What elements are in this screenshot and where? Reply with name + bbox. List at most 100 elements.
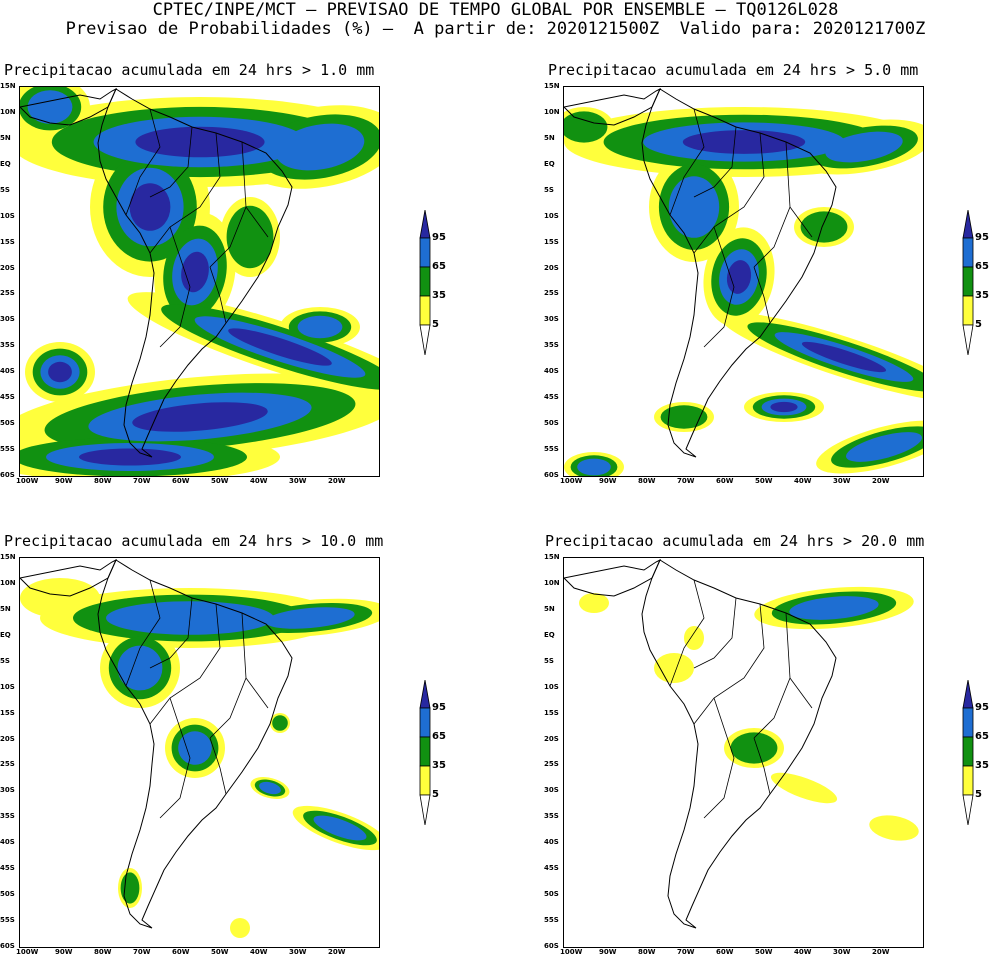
precip-contour [272, 715, 288, 731]
country-border [149, 597, 193, 669]
lon-tick-label: 50W [755, 948, 773, 956]
lat-tick-label: 30S [544, 315, 559, 324]
colorbar-segment [962, 765, 974, 796]
lat-tick-label: 35S [0, 341, 15, 350]
colorbar-segment [419, 237, 431, 268]
lat-tick-label: 15S [544, 237, 559, 246]
country-border [209, 737, 227, 795]
lon-tick-label: 20W [872, 948, 890, 956]
lon-tick-label: 30W [833, 477, 851, 485]
colorbar-label: 65 [432, 261, 446, 272]
colorbar-label: 35 [975, 290, 989, 301]
lat-tick-label: 15S [0, 708, 15, 717]
lon-tick-label: 80W [638, 948, 656, 956]
precip-contour [801, 341, 887, 373]
lon-tick-label: 40W [794, 477, 812, 485]
colorbar-segment [962, 295, 974, 326]
lon-tick-label: 40W [250, 477, 268, 485]
precip-contour [265, 607, 355, 629]
lat-tick-label: 55S [0, 916, 15, 925]
lat-tick-label: 20S [544, 263, 559, 272]
south-america-coastline [641, 559, 837, 929]
lat-tick-label: 30S [0, 315, 15, 324]
lat-tick-label: 5S [0, 185, 10, 194]
lat-tick-label: 40S [544, 367, 559, 376]
precip-contour [800, 211, 848, 243]
lon-tick-label: 70W [133, 948, 151, 956]
country-border [149, 126, 193, 198]
country-border [125, 108, 161, 216]
country-border [753, 141, 791, 268]
colorbar-label: 5 [975, 319, 982, 330]
colorbar-label: 5 [432, 319, 439, 330]
lat-tick-label: 35S [544, 341, 559, 350]
precip-contour [869, 815, 919, 841]
panel-title-2: Precipitacao acumulada em 24 hrs > 5.0 m… [548, 61, 919, 79]
colorbar-segment [419, 794, 431, 825]
lat-tick-label: 50S [544, 419, 559, 428]
precip-map-1 [20, 87, 379, 476]
lat-tick-label: EQ [544, 630, 555, 639]
lon-tick-label: 60W [172, 477, 190, 485]
precip-contour [79, 448, 181, 466]
lat-tick-label: 25S [544, 760, 559, 769]
colorbar-segment [962, 237, 974, 268]
lat-tick-label: 15N [544, 553, 560, 561]
country-border [209, 141, 247, 268]
map-panel-3 [19, 557, 380, 948]
colorbar-svg [962, 210, 974, 355]
precip-contour [178, 731, 212, 765]
colorbar-label: 5 [432, 789, 439, 800]
lat-tick-label: 45S [544, 393, 559, 402]
country-border [669, 108, 705, 216]
colorbar-label: 65 [975, 261, 989, 272]
precip-map-3 [20, 558, 379, 938]
figure-title: CPTEC/INPE/MCT – PREVISAO DE TEMPO GLOBA… [152, 0, 839, 20]
lon-tick-label: 40W [250, 948, 268, 956]
colorbar-label: 65 [432, 731, 446, 742]
precip-contour [579, 593, 609, 613]
colorbar-segment [962, 266, 974, 297]
country-border [753, 737, 771, 795]
colorbar-svg [962, 680, 974, 825]
lon-tick-label: 90W [55, 948, 73, 956]
precip-contour [726, 260, 752, 294]
lat-tick-label: 5N [544, 133, 555, 142]
colorbar-label: 65 [975, 731, 989, 742]
colorbar-segment [419, 266, 431, 297]
south-america-coastline [641, 88, 837, 458]
colorbar-label: 95 [432, 232, 446, 243]
lon-tick-label: 100W [560, 948, 583, 956]
map-panel-1 [19, 86, 380, 477]
country-border [669, 579, 705, 687]
lat-tick-label: 10N [0, 578, 16, 587]
country-border [245, 677, 269, 709]
lat-tick-label: 25S [0, 289, 15, 298]
lat-tick-label: 5S [0, 656, 10, 665]
lat-tick-label: 60S [544, 471, 559, 479]
lat-tick-label: 30S [0, 786, 15, 795]
lat-tick-label: 15N [544, 82, 560, 90]
lat-tick-label: 40S [544, 838, 559, 847]
lat-tick-label: 5N [0, 133, 11, 142]
precip-contour [682, 130, 806, 154]
lat-tick-label: 45S [0, 393, 15, 402]
country-border [209, 612, 247, 739]
lat-tick-label: 10N [544, 578, 560, 587]
lat-tick-label: 60S [544, 942, 559, 950]
lon-tick-label: 80W [94, 477, 112, 485]
lon-tick-label: 70W [677, 948, 695, 956]
lon-tick-label: 90W [599, 477, 617, 485]
precip-contour [129, 183, 171, 231]
lat-tick-label: 15S [0, 237, 15, 246]
precip-contour [132, 402, 268, 432]
precip-map-4 [564, 558, 919, 929]
lon-tick-label: 60W [716, 477, 734, 485]
precip-contour [789, 596, 879, 620]
central-america-coastline [20, 558, 118, 597]
lon-tick-label: 30W [289, 948, 307, 956]
lon-tick-label: 60W [172, 948, 190, 956]
lat-tick-label: 55S [0, 445, 15, 454]
precip-contour [135, 126, 265, 158]
central-america-coastline [20, 87, 118, 126]
